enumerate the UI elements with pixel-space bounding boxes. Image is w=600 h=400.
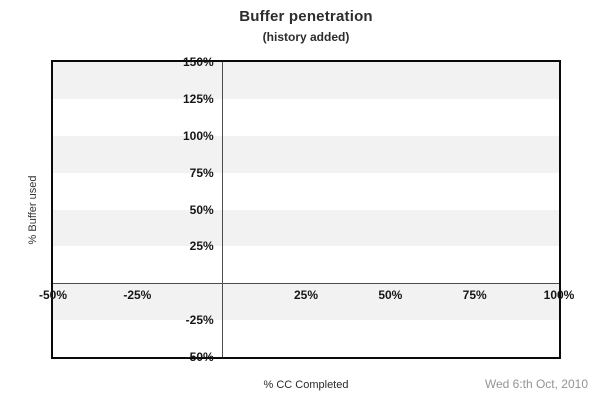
x-tick-label: 25% bbox=[293, 288, 319, 303]
y-tick-label: -50% bbox=[185, 350, 214, 364]
chart-title: Buffer penetration bbox=[239, 8, 373, 25]
x-tick-label: 100% bbox=[543, 288, 575, 303]
y-tick-label: 25% bbox=[189, 239, 214, 254]
zero-y-axis-line bbox=[53, 283, 559, 284]
y-tick-label: -25% bbox=[185, 313, 214, 328]
x-tick-label: -25% bbox=[123, 288, 152, 303]
x-axis-title: % CC Completed bbox=[263, 379, 349, 391]
y-band bbox=[53, 209, 559, 247]
y-tick-label: 50% bbox=[189, 202, 214, 217]
y-tick-label: 75% bbox=[189, 165, 214, 180]
chart-subtitle: (history added) bbox=[262, 30, 350, 44]
chart-date: Wed 6:th Oct, 2010 bbox=[484, 377, 588, 391]
y-band bbox=[53, 172, 559, 210]
x-tick-label: -50% bbox=[38, 288, 68, 303]
y-tick-label: 150% bbox=[182, 55, 214, 69]
x-tick-label: 75% bbox=[462, 288, 487, 303]
x-tick-label: 50% bbox=[378, 288, 403, 303]
y-tick-label: 125% bbox=[182, 91, 214, 106]
y-band bbox=[53, 246, 559, 284]
y-band bbox=[53, 62, 559, 99]
zero-x-axis-line bbox=[222, 62, 223, 357]
y-band bbox=[53, 320, 559, 357]
plot-area: 150% 125% 100% 75% 50% 25% -25% -50% -50% -25% 25%… bbox=[39, 55, 574, 364]
y-band bbox=[53, 98, 559, 136]
y-band bbox=[53, 135, 559, 173]
y-axis-title: % Buffer used bbox=[27, 175, 39, 245]
y-band bbox=[53, 283, 559, 321]
y-tick-label: 100% bbox=[182, 128, 214, 143]
